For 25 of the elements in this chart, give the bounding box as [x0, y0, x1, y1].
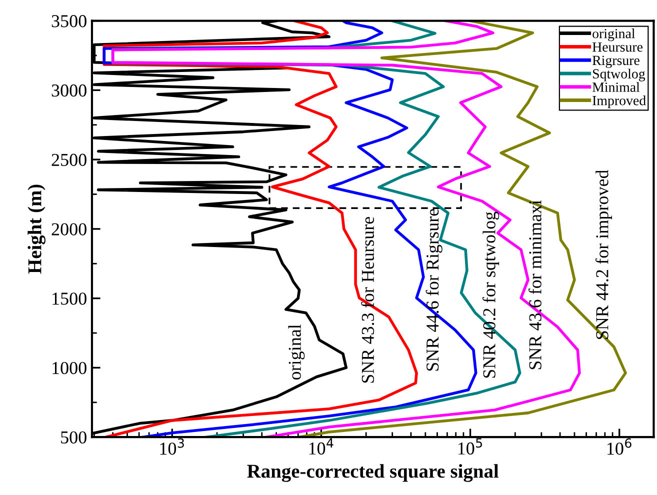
annotation: SNR 44.6 for Rigrsure	[426, 209, 442, 371]
y-tick-label: 500	[61, 431, 86, 444]
x-tick-label: 10$^{5}$	[458, 438, 482, 455]
annotation: SNR 40.2 for sqtwolog	[482, 212, 500, 378]
x-axis-title: Range-corrected square signal	[247, 464, 499, 482]
x-tick-label: 10$^{6}$	[607, 438, 632, 455]
y-tick-label: 2500	[52, 154, 86, 166]
annotation: SNR 43.3 for Heursure	[361, 217, 374, 383]
annotation: original	[288, 324, 305, 380]
legend-label: Rigrsure	[592, 56, 640, 68]
y-tick-label: 2000	[52, 223, 86, 236]
y-tick-label: 3500	[52, 15, 86, 28]
y-axis-title: Height (m)	[28, 184, 46, 274]
x-tick-label: 10$^{4}$	[309, 438, 334, 455]
legend-label: Heursure	[592, 42, 643, 52]
legend-label: Improved	[592, 96, 646, 108]
x-tick-label: 10$^{3}$	[160, 438, 184, 455]
annotation: SNR 44.2 for improved	[595, 170, 612, 340]
legend-label: original	[592, 28, 635, 42]
legend-label: Sqtwolog	[593, 68, 646, 82]
annotation: SNR 43.6 for minimaxi	[528, 200, 542, 370]
legend-label: Minimal	[592, 82, 640, 92]
y-tick-label: 3000	[52, 84, 86, 97]
y-tick-label: 1500	[52, 292, 86, 305]
y-tick-label: 1000	[52, 362, 86, 374]
